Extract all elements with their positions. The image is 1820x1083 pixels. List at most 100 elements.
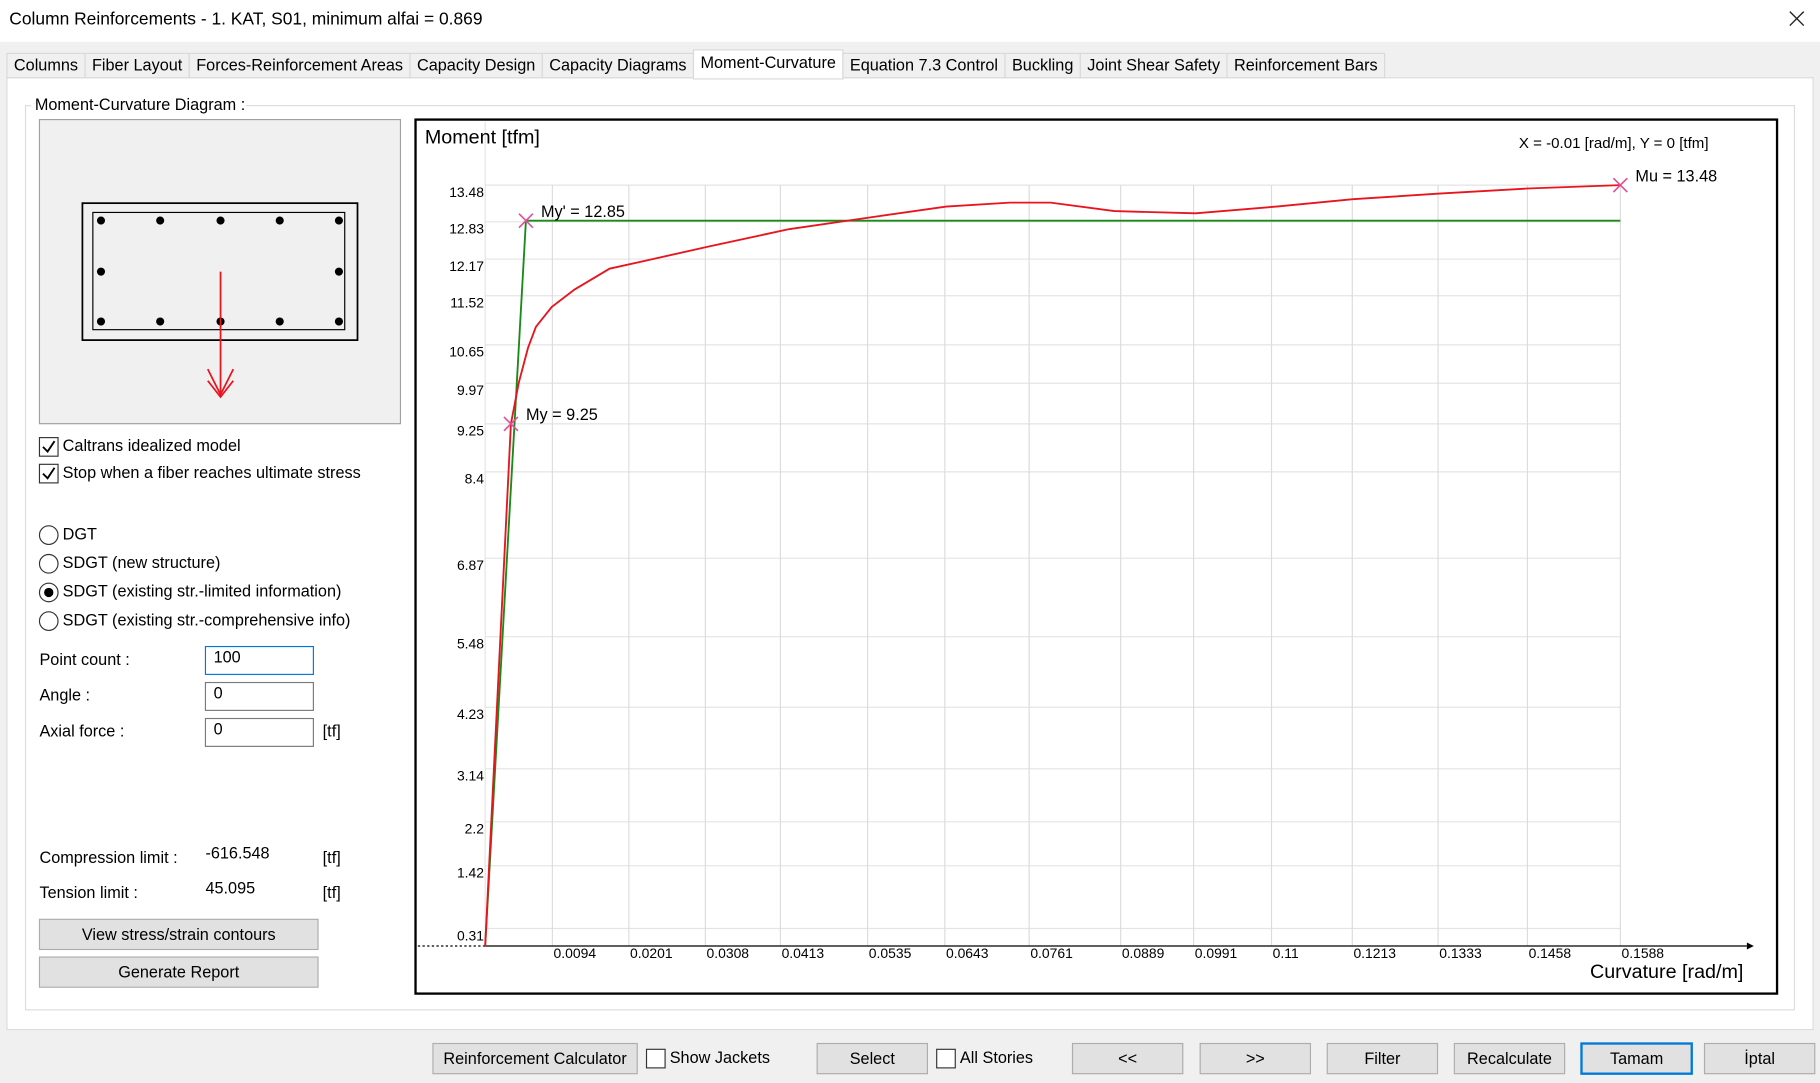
button[interactable] — [432, 1042, 638, 1075]
tab[interactable] — [1226, 52, 1386, 79]
checkbox-label: All Stories — [960, 1049, 1033, 1067]
checkbox[interactable] — [38, 463, 59, 484]
y-tick-label: 12.83 — [449, 221, 484, 237]
input-value: 0 — [214, 720, 223, 738]
marker — [518, 213, 534, 229]
y-tick-label: 6.87 — [457, 557, 484, 573]
limit-label: Compression limit : — [39, 849, 177, 867]
chart-frame — [414, 118, 1779, 995]
x-tick-label: 0.0413 — [782, 945, 825, 961]
tab[interactable] — [6, 52, 86, 79]
annotation: Mu = 13.48 — [1635, 167, 1717, 185]
tab-label: Moment-Curvature — [700, 54, 835, 72]
button[interactable] — [1580, 1042, 1693, 1075]
unit-label: [tf] — [323, 884, 341, 902]
text-input[interactable] — [204, 717, 314, 747]
button[interactable] — [1199, 1042, 1312, 1075]
x-tick-label: 0.0201 — [630, 945, 673, 961]
button-label: Generate Report — [118, 964, 240, 982]
tab[interactable] — [842, 52, 1006, 79]
button-label: Select — [850, 1050, 896, 1068]
field-label: Point count : — [39, 651, 129, 669]
button-label: >> — [1246, 1050, 1265, 1068]
section-preview — [38, 119, 402, 425]
check-mark — [42, 440, 56, 454]
radio-label: DGT — [63, 525, 97, 543]
checkbox[interactable] — [936, 1048, 956, 1069]
button-label: View stress/strain contours — [82, 926, 276, 944]
radio-dot — [44, 587, 54, 598]
radio-button[interactable] — [38, 553, 59, 574]
tab-label: Joint Shear Safety — [1087, 56, 1221, 74]
tab-label: Columns — [14, 56, 78, 74]
check-mark — [42, 467, 56, 480]
tab-label: Reinforcement Bars — [1234, 56, 1378, 74]
button-label: Reinforcement Calculator — [443, 1050, 627, 1068]
radio-button[interactable] — [38, 525, 59, 545]
x-axis-arrow — [1746, 942, 1754, 950]
y-tick-label: 10.65 — [449, 344, 484, 360]
cursor-readout: X = -0.01 [rad/m], Y = 0 [tfm] — [1519, 135, 1709, 152]
checkbox[interactable] — [38, 437, 59, 457]
close-button[interactable] — [1789, 11, 1805, 27]
x-tick-label: 0.0991 — [1195, 945, 1238, 961]
x-tick-label: 0.0643 — [946, 945, 989, 961]
radio-label: SDGT (existing str.-comprehensive info) — [63, 611, 351, 629]
button[interactable] — [1703, 1042, 1816, 1075]
button-label: << — [1118, 1050, 1137, 1068]
tab[interactable] — [1004, 52, 1081, 79]
tab-label: Equation 7.3 Control — [850, 56, 998, 74]
radio-button[interactable] — [38, 611, 59, 631]
checkbox-label: Stop when a fiber reaches ultimate stres… — [63, 464, 361, 482]
x-tick-label: 0.0535 — [869, 945, 912, 961]
curve — [484, 184, 1621, 947]
button-label: Recalculate — [1467, 1050, 1552, 1068]
x-tick-label: 0.11 — [1273, 945, 1299, 961]
field-label: Axial force : — [39, 723, 124, 741]
x-tick-label: 0.0889 — [1122, 945, 1165, 961]
field-label: Angle : — [39, 687, 90, 705]
x-tick-label: 0.1213 — [1353, 945, 1396, 961]
text-input[interactable] — [204, 645, 314, 675]
tab[interactable] — [188, 52, 411, 79]
tab[interactable] — [409, 52, 543, 79]
y-tick-label: 1.42 — [457, 865, 484, 881]
checkbox-label: Caltrans idealized model — [63, 437, 241, 455]
window-title: Column Reinforcements - 1. KAT, S01, min… — [9, 8, 482, 28]
annotation: My' = 12.85 — [541, 203, 625, 221]
limit-label: Tension limit : — [39, 884, 137, 902]
button[interactable] — [816, 1042, 928, 1075]
y-tick-label: 9.97 — [457, 382, 484, 398]
button[interactable] — [1453, 1042, 1566, 1075]
button[interactable] — [38, 956, 319, 988]
limit-value: 45.095 — [205, 879, 255, 897]
button-label: İptal — [1744, 1049, 1775, 1068]
group-box — [24, 105, 1796, 1011]
y-tick-label: 8.4 — [465, 471, 485, 487]
button-label: Filter — [1364, 1050, 1401, 1068]
input-value: 100 — [214, 648, 241, 666]
button[interactable] — [1326, 1042, 1439, 1075]
checkbox[interactable] — [645, 1048, 666, 1069]
marker — [503, 416, 519, 432]
text-input[interactable] — [204, 681, 314, 711]
button[interactable] — [1071, 1042, 1184, 1075]
y-axis-label: Moment [tfm] — [425, 126, 540, 148]
button[interactable] — [38, 918, 319, 951]
checkbox-label: Show Jackets — [670, 1049, 770, 1067]
marker — [1612, 177, 1628, 193]
tab-label: Buckling — [1012, 56, 1073, 74]
input-value: 0 — [214, 684, 223, 702]
radio-label: SDGT (existing str.-limited information) — [63, 583, 342, 601]
limit-value: -616.548 — [205, 845, 269, 863]
annotation: My = 9.25 — [526, 406, 598, 424]
x-tick-label: 0.0761 — [1030, 945, 1073, 961]
x-tick-label: 0.1588 — [1622, 945, 1665, 961]
tab[interactable] — [692, 49, 844, 80]
y-tick-label: 13.48 — [449, 184, 484, 200]
tab[interactable] — [84, 52, 190, 79]
title-bar — [0, 0, 1820, 42]
x-tick-label: 0.0094 — [554, 945, 597, 961]
